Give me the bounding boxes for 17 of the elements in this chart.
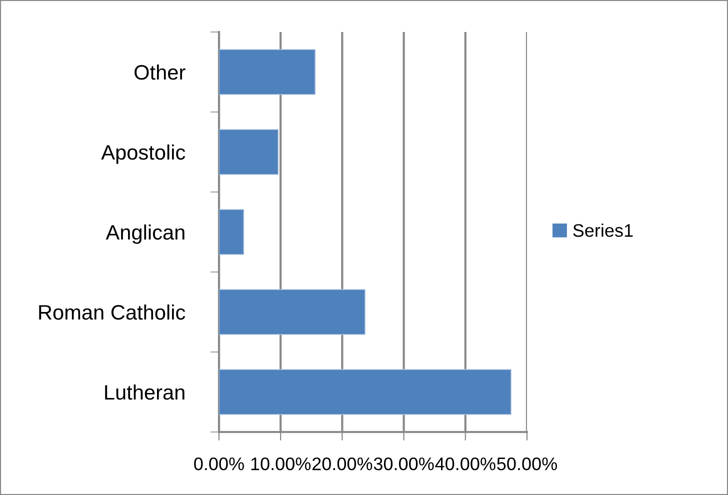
x-tick-label: 10.00% [251,457,311,470]
bar [219,369,512,415]
y-tick-label: Other [134,64,186,80]
bar [219,129,279,175]
bar [219,209,244,255]
y-tick-label: Apostolic [101,144,186,164]
x-tick-label: 0.00% [194,457,244,470]
x-tick-label: 20.00% [312,457,372,470]
y-tick-label: Lutheran [105,384,184,400]
y-tick-label: Anglican [106,224,184,244]
x-tick-label: 30.00% [374,457,434,470]
legend-label: Series1 [573,224,633,237]
y-tick-label: Roman Catholic [39,304,186,320]
bar [219,289,366,335]
x-tick-label: 40.00% [435,457,496,470]
x-tick-label: 50.00% [497,457,557,470]
bar [219,49,316,95]
